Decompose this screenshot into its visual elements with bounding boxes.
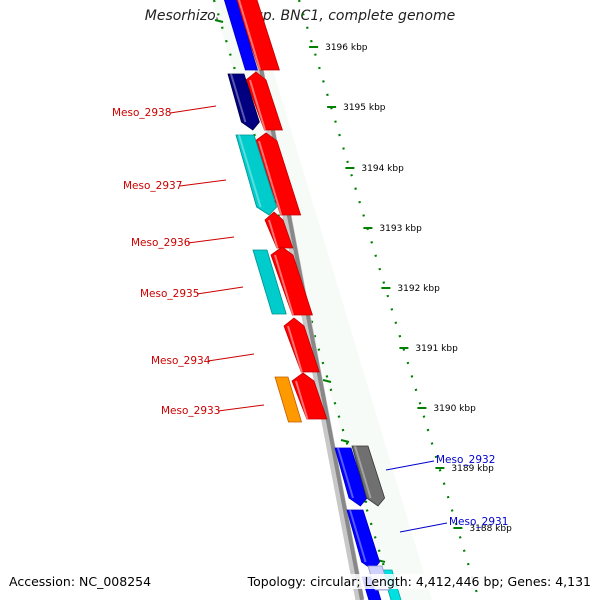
gene-label-meso-2936: Meso_2936 [131, 237, 191, 249]
forward-gene-arrow-highlight [274, 254, 294, 316]
gene-label-meso-2931: Meso_2931 [449, 516, 508, 528]
gene-label-meso-2934: Meso_2934 [151, 355, 211, 367]
reverse-gene-arrow [227, 73, 260, 131]
reverse-gene-arrow-highlight [349, 509, 367, 563]
kbp-label: 3188 kbp [469, 524, 512, 534]
label-leader-line [399, 522, 448, 533]
forward-gene-arrow [283, 317, 320, 373]
forward-gene-arrow [234, 0, 280, 71]
reverse-gene-arrow [334, 447, 368, 507]
gene-label-meso-2932: Meso_2932 [436, 454, 495, 466]
kbp-label: 3194 kbp [361, 164, 404, 174]
label-leader-line [207, 353, 255, 362]
accession-text: Accession: NC_008254 [9, 574, 152, 589]
reverse-gene-bar [223, 0, 258, 71]
forward-gene-arrow-highlight [258, 140, 283, 216]
kbp-label: 3196 kbp [325, 43, 368, 53]
outer-tick [214, 19, 224, 23]
reverse-gene-arrow-highlight [354, 445, 372, 499]
label-leader-line [169, 105, 217, 114]
forward-gene-arrow-highlight [238, 0, 261, 71]
outer-tick [340, 439, 350, 443]
reverse-gene-arrow [235, 134, 278, 216]
reverse-gene-arrow-highlight [230, 73, 247, 123]
forward-gene-arrow-highlight [249, 79, 266, 131]
genome-summary: Topology: circular; Length: 4,412,446 bp… [247, 574, 591, 589]
kbp-label: 3189 kbp [451, 464, 494, 474]
label-leader-line [196, 286, 244, 295]
gene-label-meso-2937: Meso_2937 [123, 180, 182, 192]
kbp-label: 3195 kbp [343, 103, 386, 113]
gene-label-meso-2938: Meso_2938 [112, 107, 171, 119]
gene-label-meso-2933: Meso_2933 [161, 405, 220, 417]
forward-gene-arrow-highlight [268, 219, 279, 249]
gene-label-meso-2935: Meso_2935 [140, 288, 199, 300]
forward-gene-arrow [264, 211, 294, 249]
outer-tick [322, 379, 332, 383]
forward-gene-arrow [270, 246, 313, 316]
forward-gene-arrow [245, 71, 283, 131]
label-leader-line [187, 236, 235, 244]
forward-gene-arrow-highlight [287, 325, 303, 373]
kbp-label: 3192 kbp [397, 284, 440, 294]
label-leader-line [217, 404, 265, 412]
forward-gene-arrow [291, 372, 328, 420]
kbp-label: 3191 kbp [415, 344, 458, 354]
forward-gene-arrow [254, 132, 302, 216]
label-leader-line [385, 460, 435, 471]
kbp-label: 3190 kbp [433, 404, 476, 414]
reverse-gene-bar [274, 376, 303, 423]
label-leader-line [179, 179, 227, 187]
reverse-gene-arrow-highlight [238, 134, 262, 208]
reverse-gene-arrow [351, 445, 386, 507]
reverse-gene-bar [252, 249, 287, 315]
kbp-label: 3193 kbp [379, 224, 422, 234]
reverse-gene-arrow-highlight [337, 447, 354, 499]
forward-gene-arrow-highlight [295, 380, 309, 420]
